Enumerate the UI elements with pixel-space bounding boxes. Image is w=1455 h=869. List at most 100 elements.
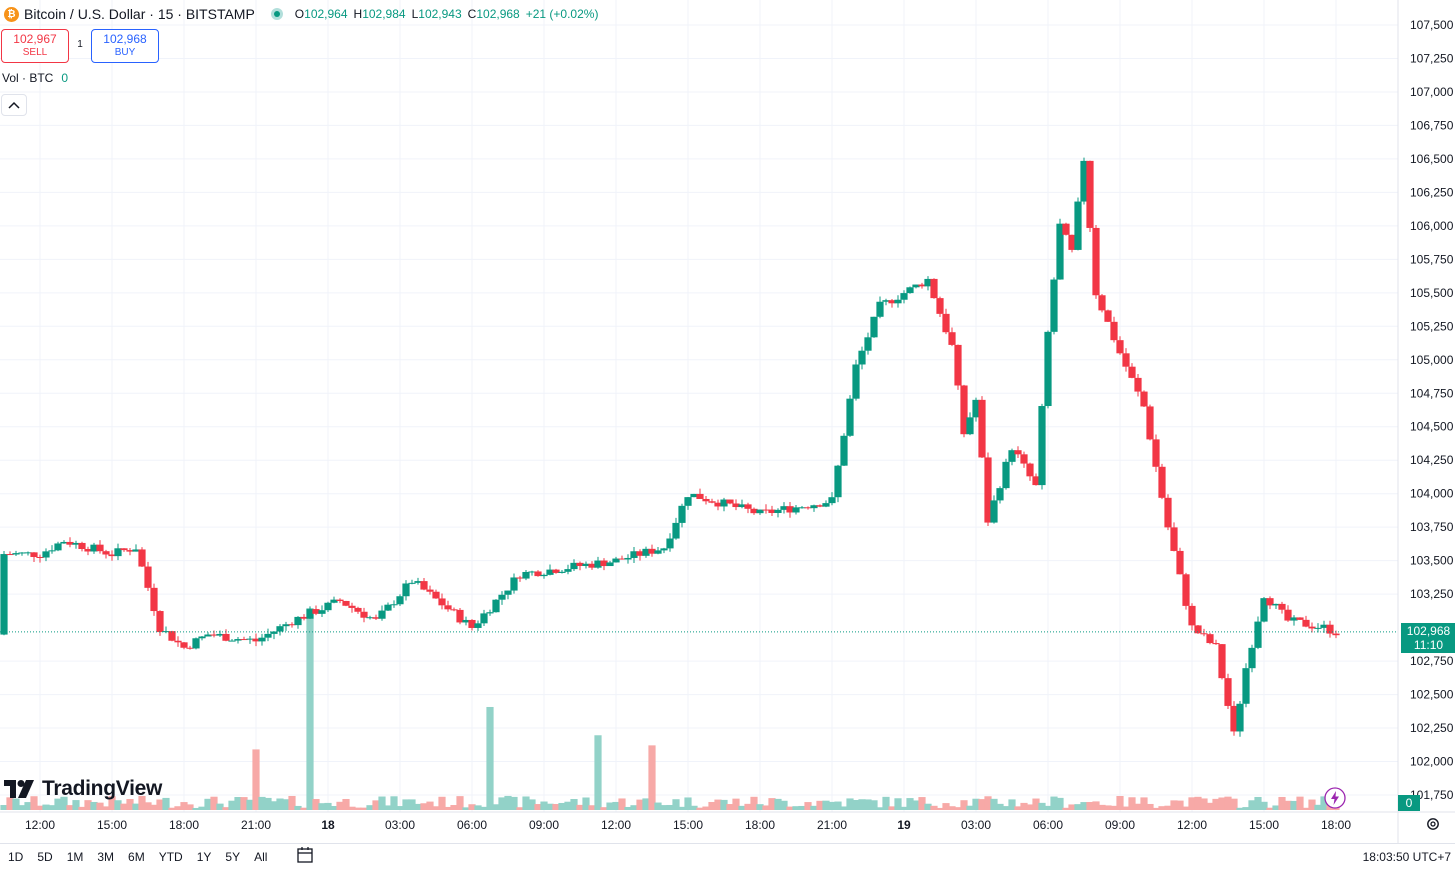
candle-up	[774, 509, 782, 514]
volume-bar	[294, 805, 302, 810]
collapse-legend-button[interactable]	[1, 94, 27, 116]
volume-bar	[1188, 797, 1196, 810]
range-3m-button[interactable]: 3M	[97, 849, 115, 864]
range-1y-button[interactable]: 1Y	[196, 849, 212, 864]
chevron-up-icon	[8, 101, 20, 109]
range-1m-button[interactable]: 1M	[66, 849, 84, 864]
volume-bar	[894, 798, 902, 810]
candle-down	[816, 505, 824, 507]
candle-down	[1176, 550, 1184, 575]
candle-up	[900, 293, 908, 300]
volume-bar	[1110, 805, 1118, 810]
volume-legend[interactable]: Vol · BTC 0	[2, 71, 68, 85]
volume-bar	[1314, 804, 1322, 810]
range-all-button[interactable]: All	[254, 849, 268, 864]
clock-timezone[interactable]: 18:03:50 UTC+7	[1362, 850, 1451, 864]
lightning-icon[interactable]	[1323, 786, 1347, 815]
volume-bar	[1038, 802, 1046, 810]
candle-up	[414, 581, 422, 583]
symbol-title[interactable]: Bitcoin / U.S. Dollar · 15 · BITSTAMP	[24, 6, 255, 22]
volume-bar	[768, 798, 776, 810]
volume-bar	[834, 801, 842, 810]
candle-up	[60, 541, 68, 544]
price-tick-label: 102,500	[1410, 688, 1454, 702]
volume-bar	[822, 800, 830, 810]
candle-down	[1296, 617, 1304, 620]
candle-up	[330, 599, 338, 603]
volume-bar	[852, 800, 860, 810]
candle-up	[546, 569, 554, 575]
volume-bar	[12, 798, 20, 810]
time-tick-label: 18:00	[745, 818, 775, 832]
range-6m-button[interactable]: 6M	[128, 849, 145, 864]
volume-bar	[1134, 803, 1142, 810]
volume-bar	[948, 806, 956, 810]
volume-bar	[1248, 800, 1256, 810]
volume-bar	[372, 800, 380, 810]
candle-up	[624, 557, 632, 560]
volume-bar	[1224, 796, 1232, 810]
candle-up	[324, 602, 332, 611]
candle-up	[1314, 627, 1322, 629]
price-tick-label: 102,000	[1410, 755, 1454, 769]
candle-down	[1098, 295, 1106, 311]
price-tick-label: 104,750	[1410, 386, 1454, 400]
candle-down	[252, 638, 260, 642]
volume-bar	[468, 804, 476, 810]
candle-up	[246, 638, 254, 640]
candle-up	[282, 624, 290, 627]
range-1d-button[interactable]: 1D	[8, 849, 24, 864]
candle-up	[462, 619, 470, 623]
bottom-toolbar: 1D 5D 1M 3M 6M YTD 1Y 5Y All 18:03:50 UT…	[0, 843, 1455, 869]
candle-up	[474, 623, 482, 628]
candle-up	[1002, 461, 1010, 489]
candle-down	[312, 609, 320, 614]
candle-down	[918, 284, 926, 287]
tradingview-logo[interactable]: TradingView	[4, 777, 162, 801]
candle-down	[696, 493, 704, 499]
candle-up	[408, 582, 416, 584]
volume-bar	[810, 805, 818, 810]
volume-bar	[390, 796, 398, 810]
candle-up	[294, 616, 302, 626]
market-status-icon[interactable]	[270, 8, 283, 20]
volume-bar	[600, 807, 608, 810]
volume-bar	[300, 807, 308, 810]
calendar-icon[interactable]	[295, 846, 315, 867]
range-5d-button[interactable]: 5D	[37, 849, 53, 864]
candle-up	[678, 505, 686, 523]
candle-up	[1074, 201, 1082, 250]
volume-bar	[594, 735, 602, 810]
range-ytd-button[interactable]: YTD	[158, 849, 183, 864]
volume-bar	[1104, 805, 1112, 810]
volume-bar	[1194, 796, 1202, 810]
candle-up	[270, 631, 278, 634]
candle-down	[768, 509, 776, 514]
volume-bar	[48, 805, 56, 810]
sell-label: SELL	[22, 47, 48, 58]
volume-bar	[108, 796, 116, 810]
sell-button[interactable]: 102,967 SELL	[1, 29, 69, 63]
candle-down	[1200, 633, 1208, 635]
candle-down	[1224, 678, 1232, 706]
time-tick-label: 15:00	[97, 818, 127, 832]
candle-down	[1110, 321, 1118, 341]
volume-bar	[918, 797, 926, 810]
volume-bar	[798, 805, 806, 810]
candle-up	[996, 488, 1004, 501]
candle-down	[66, 541, 74, 545]
buy-button[interactable]: 102,968 BUY	[91, 29, 159, 63]
price-tick-label: 106,500	[1410, 152, 1454, 166]
volume-bar	[480, 806, 488, 810]
candle-up	[630, 551, 638, 558]
volume-bar	[708, 801, 716, 810]
price-chart[interactable]: 107,500 107,250 107,000 106,750 106,500 106,2…	[0, 0, 1455, 843]
candle-down	[468, 619, 476, 628]
volume-bar	[1296, 796, 1304, 810]
candle-up	[528, 571, 536, 573]
candle-down	[30, 552, 38, 557]
gear-icon[interactable]	[1425, 816, 1441, 837]
candle-down	[600, 560, 608, 567]
candle-up	[924, 278, 932, 287]
range-5y-button[interactable]: 5Y	[225, 849, 241, 864]
